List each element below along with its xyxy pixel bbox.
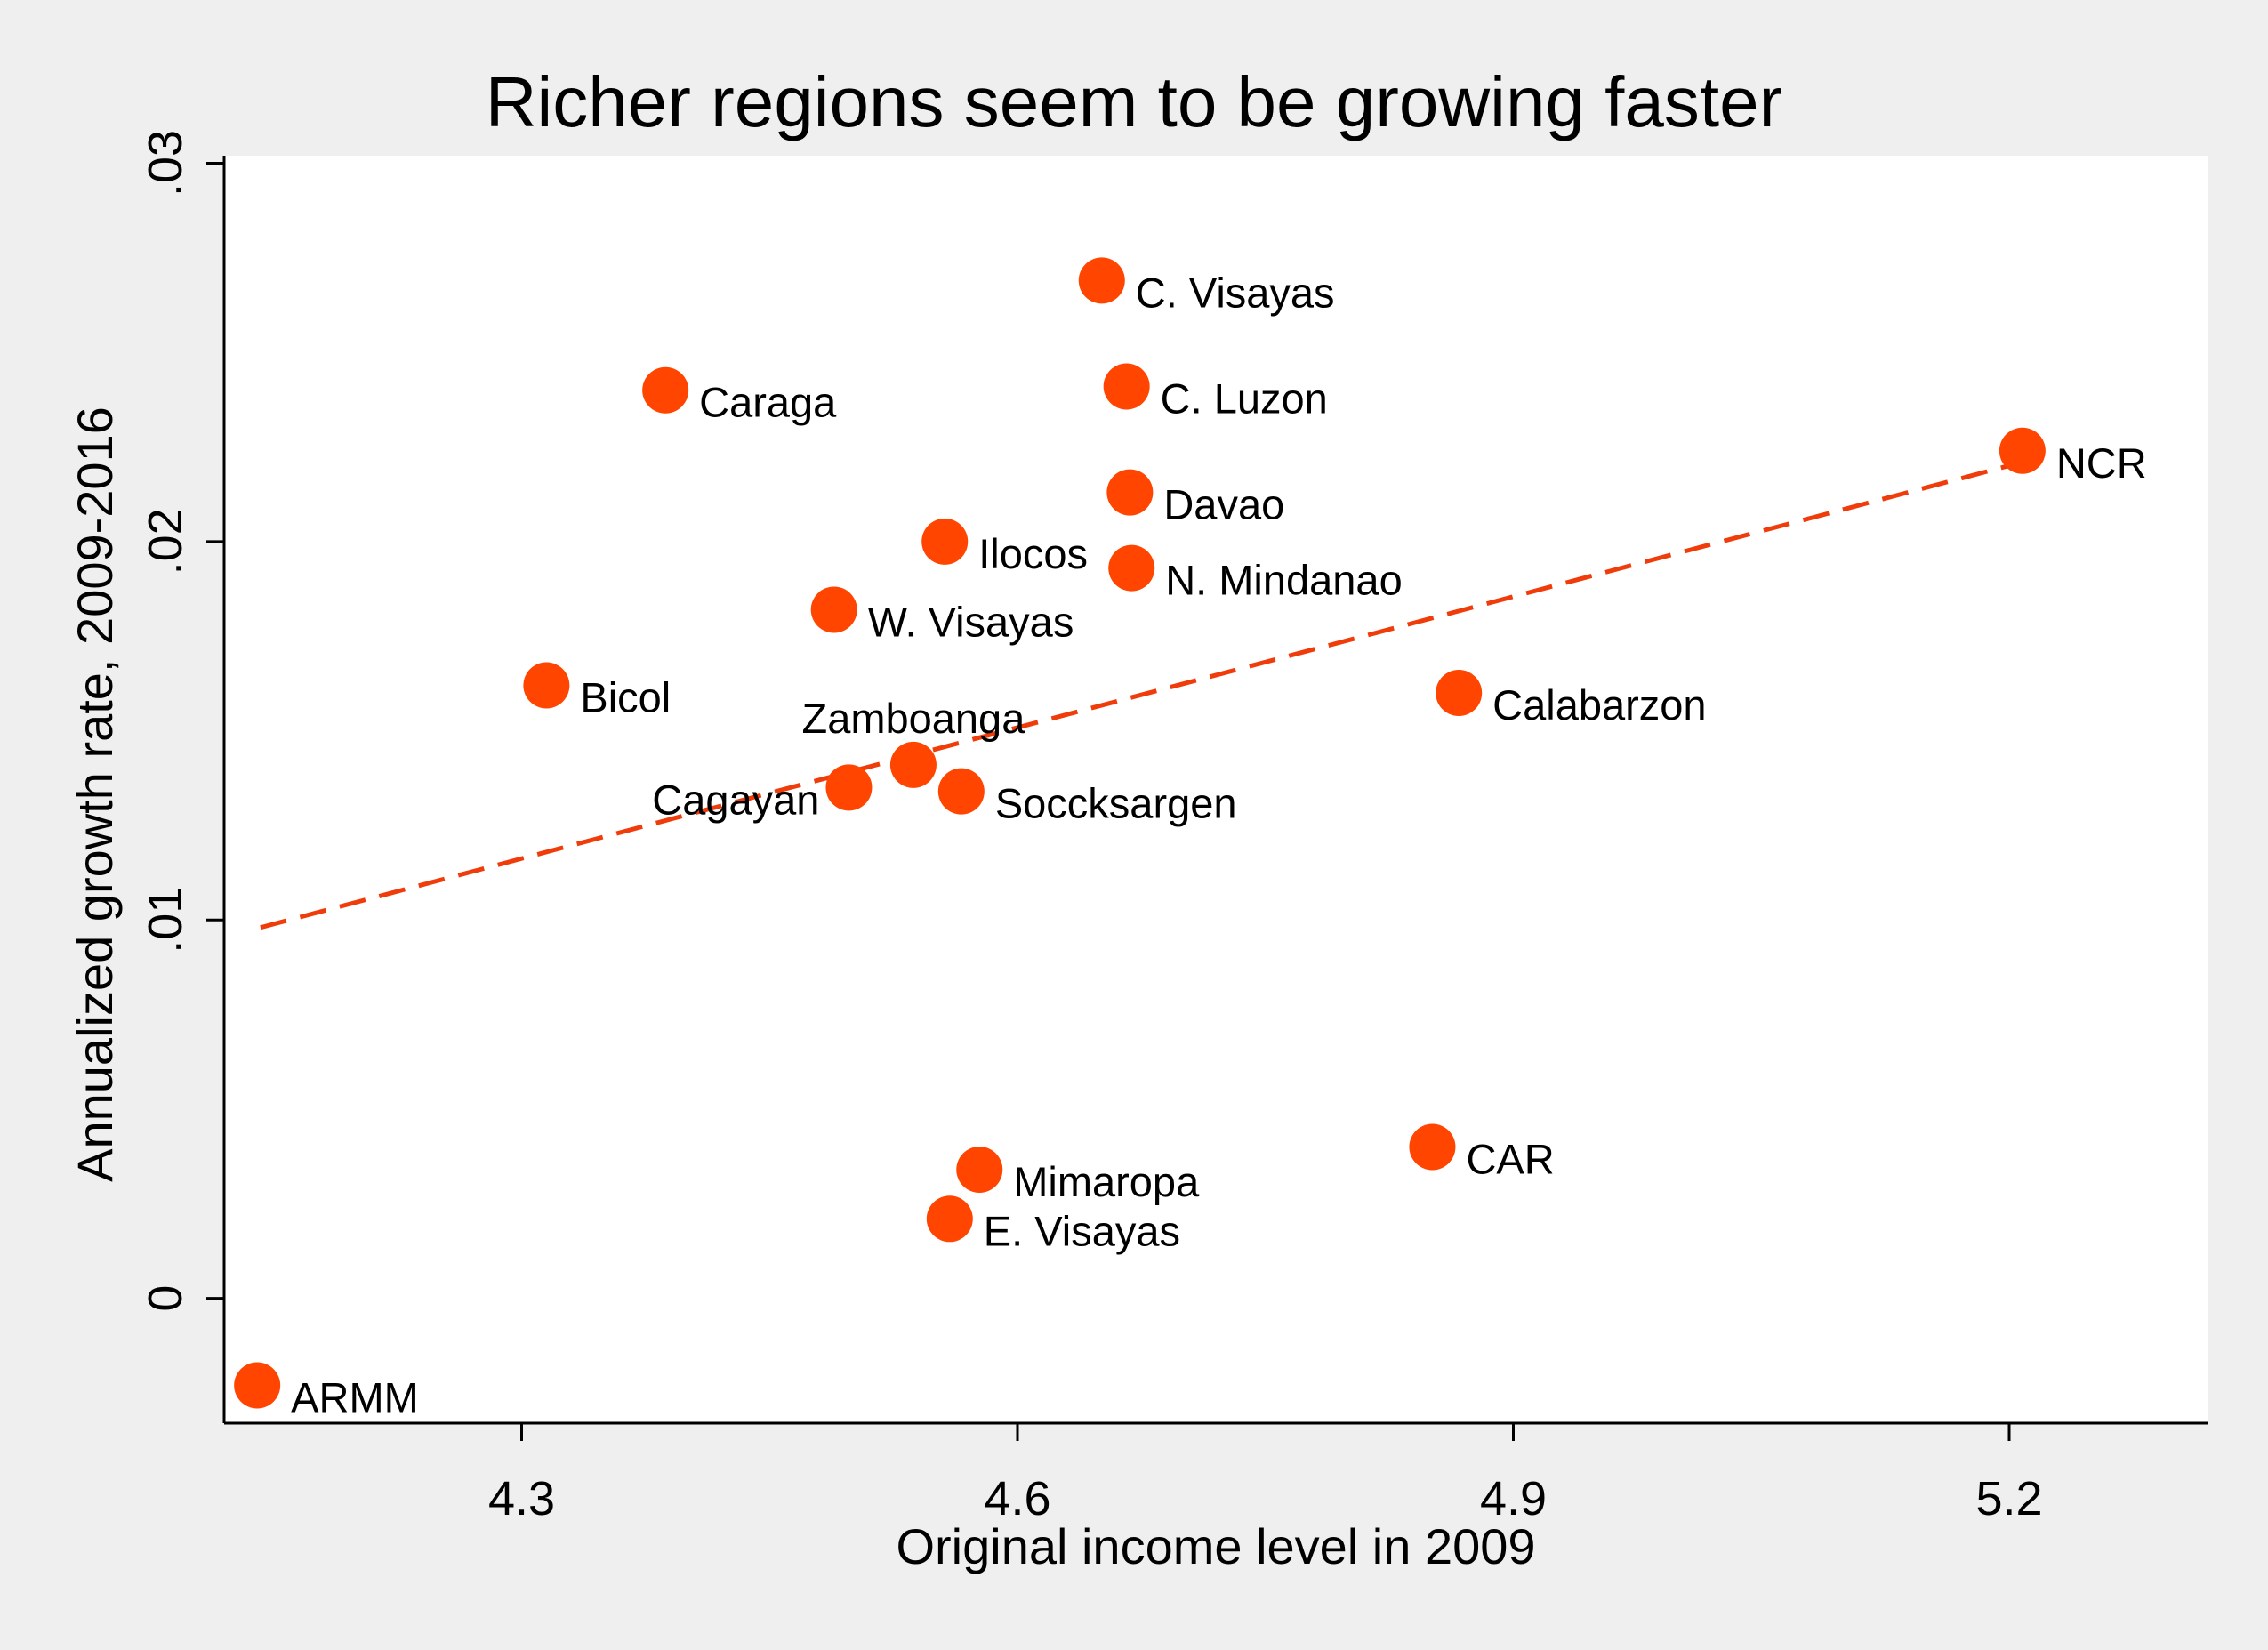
y-tick-label: .03 bbox=[139, 130, 192, 197]
ticks: 4.3 4.6 4.9 5.2 0 .01 .02 .03 bbox=[139, 130, 2043, 1525]
point-label: Zamboanga bbox=[802, 695, 1026, 742]
point-label: Cagayan bbox=[652, 776, 819, 823]
point-label: E. Visayas bbox=[984, 1207, 1180, 1254]
point-label: Mimaropa bbox=[1013, 1158, 1200, 1205]
y-tick-label: 0 bbox=[139, 1285, 192, 1312]
scatter-point bbox=[1078, 257, 1125, 304]
scatter-point bbox=[1103, 363, 1150, 410]
point-labels-layer: C. Visayas Caraga C. Luzon NCR Davao Ilocos N.… bbox=[291, 269, 2147, 1421]
point-label: NCR bbox=[2056, 439, 2147, 487]
point-label: C. Luzon bbox=[1161, 374, 1328, 422]
point-label: CAR bbox=[1466, 1135, 1554, 1182]
scatter-point bbox=[642, 366, 689, 414]
scatter-point bbox=[889, 741, 937, 788]
scatter-point bbox=[956, 1147, 1003, 1193]
chart-title: Richer regions seem to be growing faster bbox=[486, 62, 1782, 141]
scatter-point bbox=[921, 518, 969, 565]
scatter-point bbox=[937, 768, 985, 815]
scatter-point bbox=[1106, 469, 1154, 516]
x-tick-label: 5.2 bbox=[1975, 1472, 2042, 1525]
fit-line-layer bbox=[260, 460, 2023, 930]
scatter-point bbox=[926, 1195, 973, 1243]
point-label: Davao bbox=[1163, 481, 1284, 528]
points-layer bbox=[234, 257, 2046, 1409]
scatter-point bbox=[1108, 544, 1155, 592]
x-tick-label: 4.9 bbox=[1480, 1472, 1547, 1525]
point-label: Ilocos bbox=[978, 530, 1088, 577]
scatter-point bbox=[825, 764, 873, 811]
scatter-point bbox=[523, 662, 570, 709]
point-label: N. Mindanao bbox=[1165, 557, 1403, 604]
point-label: W. Visayas bbox=[868, 598, 1074, 645]
x-axis-title: Original income level in 2009 bbox=[896, 1518, 1535, 1574]
x-tick-label: 4.6 bbox=[984, 1472, 1050, 1525]
fit-line bbox=[260, 460, 2023, 930]
scatter-point bbox=[1999, 427, 2046, 474]
plot-area bbox=[224, 156, 2208, 1423]
scatter-point bbox=[234, 1362, 281, 1409]
axes bbox=[222, 156, 2208, 1425]
y-tick-label: .01 bbox=[139, 887, 192, 954]
y-axis-title: Annualized growth rate, 2009-2016 bbox=[67, 406, 123, 1182]
x-tick-label: 4.3 bbox=[488, 1472, 555, 1525]
point-label: C. Visayas bbox=[1136, 269, 1335, 316]
y-tick-label: .02 bbox=[139, 508, 192, 575]
point-label: Caraga bbox=[699, 379, 837, 426]
point-label: Soccksargen bbox=[995, 780, 1237, 827]
point-label: Bicol bbox=[580, 674, 671, 721]
point-label: Calabarzon bbox=[1492, 681, 1706, 728]
scatter-point bbox=[1409, 1123, 1456, 1171]
scatter-point bbox=[810, 586, 857, 633]
scatter-point bbox=[1436, 670, 1483, 717]
point-label: ARMM bbox=[291, 1373, 419, 1421]
